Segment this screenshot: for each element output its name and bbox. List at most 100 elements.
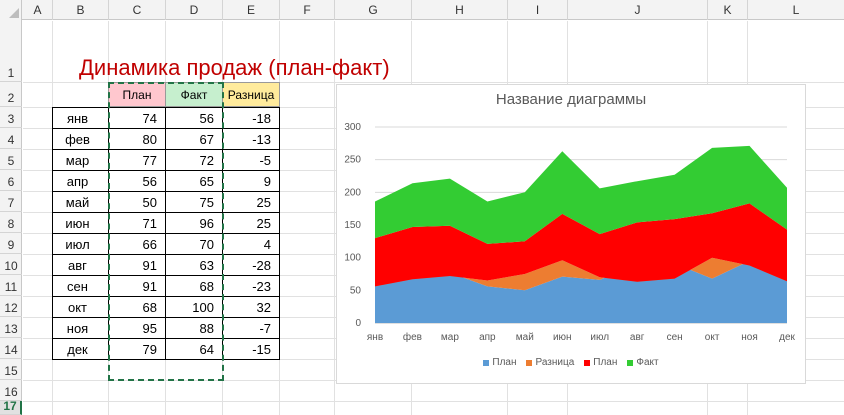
cell-fact[interactable]: 96 — [165, 212, 223, 234]
cell-diff[interactable]: -28 — [222, 254, 280, 276]
cell-diff[interactable]: 25 — [222, 191, 280, 213]
cell-fact[interactable]: 72 — [165, 149, 223, 171]
cell-month[interactable]: дек — [52, 338, 109, 360]
cell-diff[interactable]: -7 — [222, 317, 280, 339]
cell-diff[interactable]: -5 — [222, 149, 280, 171]
row-header-9[interactable]: 9 — [0, 233, 22, 254]
column-header-e[interactable]: E — [223, 0, 280, 20]
chart-legend[interactable]: План Разница План Факт — [337, 357, 805, 368]
cell-diff[interactable]: 32 — [222, 296, 280, 318]
worksheet-grid[interactable]: Динамика продаж (план-факт) План Факт Ра… — [23, 21, 844, 415]
column-header-h[interactable]: H — [412, 0, 508, 20]
column-header-g[interactable]: G — [335, 0, 412, 20]
row-header-3[interactable]: 3 — [0, 107, 22, 128]
row-header-6[interactable]: 6 — [0, 170, 22, 191]
row-header-15[interactable]: 15 — [0, 359, 22, 380]
cell-month[interactable]: авг — [52, 254, 109, 276]
cell-fact[interactable]: 75 — [165, 191, 223, 213]
cell-diff[interactable]: -23 — [222, 275, 280, 297]
cell-plan[interactable]: 50 — [108, 191, 166, 213]
row-header-1[interactable]: 1 — [0, 20, 22, 82]
header-fact[interactable]: Факт — [165, 82, 223, 107]
cell-plan[interactable]: 71 — [108, 212, 166, 234]
cell-month[interactable]: сен — [52, 275, 109, 297]
y-tick-label: 0 — [355, 318, 361, 329]
cell-fact[interactable]: 64 — [165, 338, 223, 360]
cell-plan[interactable]: 66 — [108, 233, 166, 255]
cell-fact[interactable]: 63 — [165, 254, 223, 276]
cell-fact[interactable]: 100 — [165, 296, 223, 318]
cell-fact[interactable]: 70 — [165, 233, 223, 255]
cell-diff[interactable]: 4 — [222, 233, 280, 255]
cell-plan[interactable]: 56 — [108, 170, 166, 192]
cell-diff[interactable]: -18 — [222, 107, 280, 129]
y-tick-label: 300 — [344, 122, 361, 133]
legend-swatch — [483, 359, 490, 366]
column-header-f[interactable]: F — [280, 0, 335, 20]
cell-plan[interactable]: 74 — [108, 107, 166, 129]
cell-fact[interactable]: 88 — [165, 317, 223, 339]
row-header-14[interactable]: 14 — [0, 338, 22, 359]
row-header-8[interactable]: 8 — [0, 212, 22, 233]
legend-swatch — [526, 359, 533, 366]
row-header-10[interactable]: 10 — [0, 254, 22, 275]
cell-month[interactable]: май — [52, 191, 109, 213]
cell-plan[interactable]: 79 — [108, 338, 166, 360]
column-header-l[interactable]: L — [792, 3, 800, 17]
row-header-16[interactable]: 16 — [0, 380, 22, 401]
cell-month[interactable]: апр — [52, 170, 109, 192]
legend-item[interactable]: План — [483, 357, 516, 368]
cell-month[interactable]: ноя — [52, 317, 109, 339]
row-header-2[interactable]: 2 — [0, 82, 22, 107]
cell-plan[interactable]: 77 — [108, 149, 166, 171]
row-header-13[interactable]: 13 — [0, 317, 22, 338]
cell-plan[interactable]: 95 — [108, 317, 166, 339]
cell-month[interactable]: июн — [52, 212, 109, 234]
cell-plan[interactable]: 80 — [108, 128, 166, 150]
x-tick-label: мар — [441, 332, 459, 343]
column-header-i[interactable]: I — [508, 0, 568, 20]
cell-plan[interactable]: 91 — [108, 275, 166, 297]
cell-diff[interactable]: 9 — [222, 170, 280, 192]
row-header-5[interactable]: 5 — [0, 149, 22, 170]
header-diff[interactable]: Разница — [222, 82, 280, 107]
row-header-17[interactable]: 17 — [0, 399, 22, 415]
column-header-b[interactable]: B — [53, 0, 109, 20]
chart-title[interactable]: Название диаграммы — [495, 91, 647, 108]
cell-fact[interactable]: 68 — [165, 275, 223, 297]
cell-month[interactable]: мар — [52, 149, 109, 171]
cell-diff[interactable]: -13 — [222, 128, 280, 150]
cell-fact[interactable]: 56 — [165, 107, 223, 129]
select-all-corner[interactable] — [0, 0, 22, 20]
y-tick-label: 250 — [344, 155, 361, 166]
row-header-4[interactable]: 4 — [0, 128, 22, 149]
sheet-title[interactable]: Динамика продаж (план-факт) — [79, 55, 390, 80]
cell-plan[interactable]: 91 — [108, 254, 166, 276]
x-tick-label: дек — [779, 332, 795, 343]
cell-month[interactable]: янв — [52, 107, 109, 129]
column-header-k[interactable]: K — [708, 0, 748, 20]
row-header-12[interactable]: 12 — [0, 296, 22, 317]
legend-swatch — [584, 359, 591, 366]
legend-item[interactable]: Разница — [526, 357, 574, 368]
cell-diff[interactable]: 25 — [222, 212, 280, 234]
cell-month[interactable]: фев — [52, 128, 109, 150]
column-header-a[interactable]: A — [23, 0, 53, 20]
cell-diff[interactable]: -15 — [222, 338, 280, 360]
y-tick-label: 150 — [344, 220, 361, 231]
cell-fact[interactable]: 67 — [165, 128, 223, 150]
area-chart[interactable]: Название диаграммы 0 50 100 150 200 250 300 янв… — [336, 84, 806, 384]
row-header-11[interactable]: 11 — [0, 275, 22, 296]
x-tick-label: янв — [367, 332, 383, 343]
legend-item[interactable]: План — [584, 357, 617, 368]
cell-month[interactable]: июл — [52, 233, 109, 255]
column-header-j[interactable]: J — [568, 0, 708, 20]
legend-item[interactable]: Факт — [627, 357, 659, 368]
header-plan[interactable]: План — [108, 82, 166, 107]
cell-plan[interactable]: 68 — [108, 296, 166, 318]
cell-fact[interactable]: 65 — [165, 170, 223, 192]
column-header-d[interactable]: D — [166, 0, 223, 20]
cell-month[interactable]: окт — [52, 296, 109, 318]
row-header-7[interactable]: 7 — [0, 191, 22, 212]
column-header-c[interactable]: C — [109, 0, 166, 20]
